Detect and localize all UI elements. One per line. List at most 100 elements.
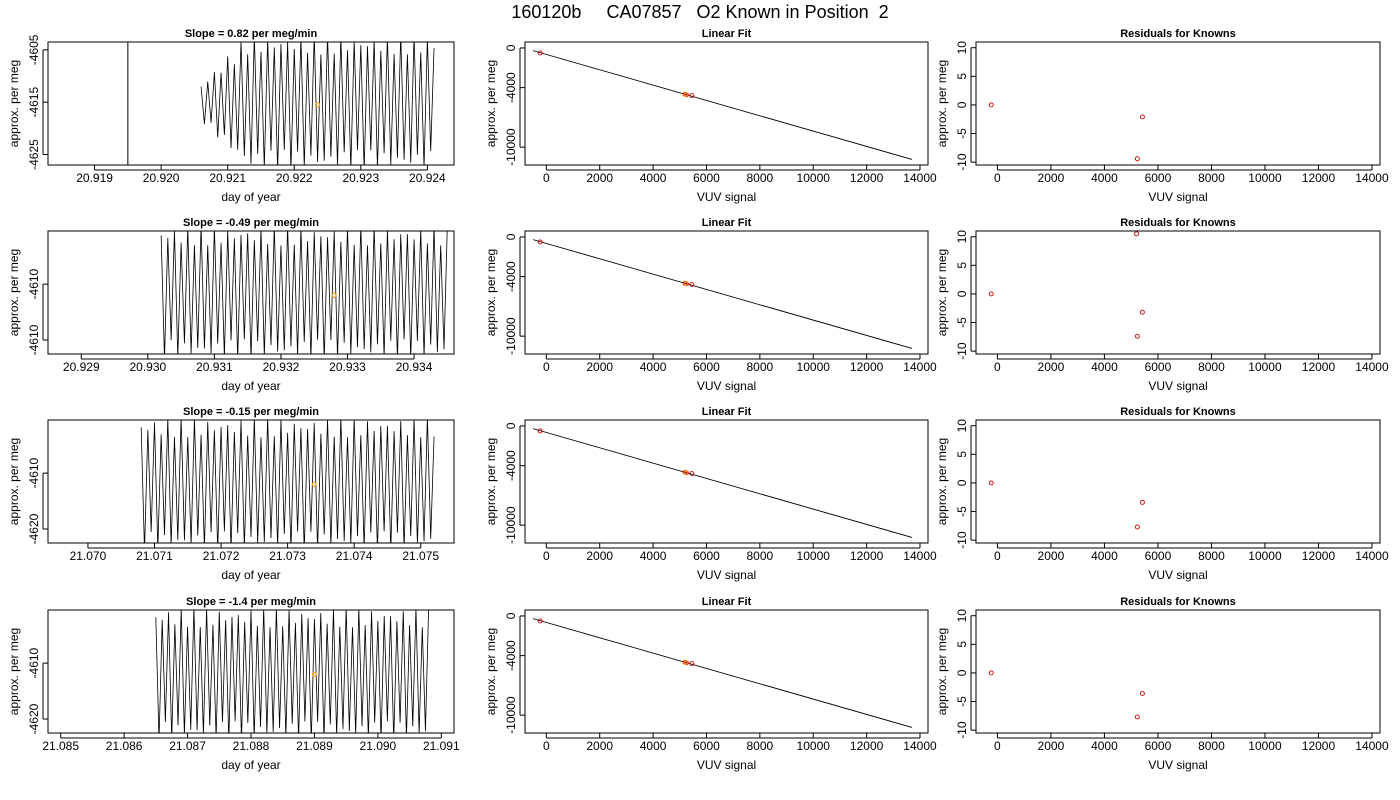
x-tick-label: 4000 (1091, 360, 1118, 374)
plot-frame (524, 230, 929, 355)
y-axis-label: approx. per meg (7, 249, 21, 336)
panel-1-2: Linear Fit 0 2000 4000 6000 8000 10000 12000 140… (484, 28, 937, 204)
plot-area (988, 480, 1145, 530)
panel-title: Linear Fit (702, 217, 752, 229)
data-point (1139, 309, 1145, 315)
x-tick-label: 14000 (903, 360, 937, 374)
data-point (1134, 231, 1139, 237)
panel-2-1: Slope = -0.49 per meg/min 20.929 20.930 20.… (7, 217, 455, 393)
x-tick-label: 2000 (586, 739, 613, 753)
highlight-point (683, 91, 689, 97)
highlight-point (315, 102, 321, 108)
panel-title: Residuals for Knowns (1120, 406, 1236, 418)
x-tick-label: 21.086 (106, 739, 143, 753)
x-tick-label: 20.922 (276, 171, 313, 185)
x-tick-label: 8000 (747, 171, 774, 185)
y-tick-label: -4610 (27, 324, 41, 355)
x-tick-label: 21.070 (70, 549, 107, 563)
x-axis-label: VUV signal (697, 568, 756, 582)
plot-frame (975, 230, 1381, 355)
x-tick-label: 8000 (747, 549, 774, 563)
panel-title: Linear Fit (702, 406, 752, 418)
x-tick-label: 20.921 (209, 171, 246, 185)
y-tick-label: -4000 (504, 261, 518, 292)
plot-frame (47, 230, 455, 355)
x-tick-label: 6000 (693, 549, 720, 563)
y-tick-label: -4620 (27, 703, 41, 734)
x-tick-label: 6000 (693, 739, 720, 753)
y-tick-label: -4620 (27, 513, 41, 544)
x-tick-label: 4000 (1091, 549, 1118, 563)
x-tick-label: 8000 (747, 739, 774, 753)
x-tick-label: 14000 (903, 739, 937, 753)
x-tick-label: 12000 (1302, 739, 1336, 753)
x-tick-label: 14000 (1355, 360, 1389, 374)
x-tick-label: 2000 (586, 549, 613, 563)
plot-area (988, 670, 1145, 720)
y-tick-label: -10 (955, 531, 969, 549)
panel-2-2: Linear Fit 0 2000 4000 6000 8000 10000 12000 140… (484, 217, 937, 393)
highlight-point (683, 659, 689, 665)
x-tick-label: 8000 (1198, 549, 1225, 563)
panel-title: Slope = -0.15 per meg/min (183, 406, 319, 418)
x-tick-label: 0 (543, 549, 550, 563)
panel-3-1: Slope = -0.15 per meg/min 21.070 21.071 21.… (7, 406, 455, 582)
x-tick-label: 21.089 (296, 739, 333, 753)
x-tick-label: 10000 (797, 360, 831, 374)
x-tick-label: 6000 (1145, 739, 1172, 753)
y-tick-label: 5 (955, 641, 969, 648)
x-axis-label: day of year (221, 758, 280, 772)
y-axis-label: approx. per meg (484, 249, 498, 336)
y-tick-label: -4610 (27, 647, 41, 678)
x-tick-label: 20.920 (143, 171, 180, 185)
data-point (1134, 333, 1140, 339)
y-tick-label: 0 (955, 669, 969, 676)
y-tick-label: -10000 (504, 317, 518, 355)
plot-frame (524, 419, 929, 544)
x-tick-label: 12000 (1302, 171, 1336, 185)
data-point (689, 471, 695, 477)
y-tick-label: -4000 (504, 72, 518, 103)
highlight-point (331, 292, 337, 298)
x-tick-label: 12000 (850, 549, 884, 563)
plot-area (532, 428, 913, 538)
x-tick-label: 14000 (1355, 739, 1389, 753)
y-tick-label: 10 (955, 41, 969, 55)
x-tick-label: 4000 (640, 360, 667, 374)
y-tick-label: 5 (955, 451, 969, 458)
plot-area (160, 231, 448, 354)
x-tick-label: 14000 (1355, 171, 1389, 185)
x-axis-label: day of year (221, 379, 280, 393)
y-tick-label: -10000 (504, 128, 518, 166)
highlight-point (311, 671, 317, 677)
data-trace (140, 420, 435, 543)
fit-line (532, 50, 913, 160)
plot-area (155, 610, 429, 733)
x-tick-label: 20.923 (342, 171, 379, 185)
x-tick-label: 0 (994, 360, 1001, 374)
plot-frame (524, 41, 929, 166)
y-axis-label: approx. per meg (935, 60, 949, 147)
x-tick-label: 21.085 (42, 739, 79, 753)
y-tick-label: 0 (504, 44, 518, 51)
plot-area (127, 42, 435, 165)
x-tick-label: 14000 (903, 171, 937, 185)
y-axis-label: approx. per meg (935, 628, 949, 715)
x-tick-label: 6000 (1145, 549, 1172, 563)
x-tick-label: 8000 (1198, 739, 1225, 753)
x-tick-label: 4000 (640, 739, 667, 753)
x-tick-label: 14000 (1355, 549, 1389, 563)
plot-frame (47, 419, 455, 544)
x-axis-label: VUV signal (697, 190, 756, 204)
y-tick-label: 0 (955, 290, 969, 297)
x-tick-label: 21.087 (169, 739, 206, 753)
x-axis-label: VUV signal (1148, 379, 1207, 393)
x-tick-label: 2000 (1038, 171, 1065, 185)
plot-area (532, 618, 913, 728)
x-tick-label: 2000 (1038, 739, 1065, 753)
plot-frame (975, 609, 1381, 734)
